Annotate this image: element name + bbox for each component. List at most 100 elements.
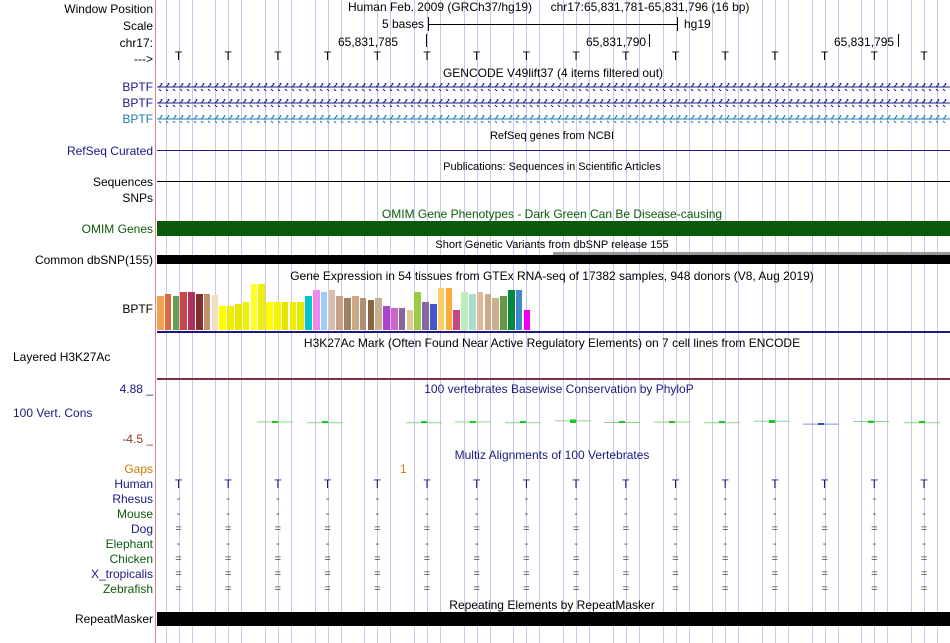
- gtex-tissue-bar[interactable]: [157, 296, 164, 330]
- gtex-tissue-bar[interactable]: [445, 288, 453, 330]
- phylop-score-bar[interactable]: [520, 421, 526, 423]
- gencode-bptf-label-3[interactable]: BPTF: [122, 112, 153, 126]
- gtex-tissue-bar[interactable]: [274, 302, 281, 330]
- repeatmasker-element-bar[interactable]: [157, 612, 950, 626]
- species-label-chicken[interactable]: Chicken: [109, 552, 153, 566]
- gtex-tissue-bar[interactable]: [383, 306, 390, 330]
- gtex-tissue-bar[interactable]: [469, 294, 476, 330]
- gtex-tissue-bar[interactable]: [523, 310, 531, 330]
- phylop-score-bar[interactable]: [719, 421, 725, 423]
- gtex-tissue-bar[interactable]: [297, 302, 304, 330]
- gtex-tissue-bar[interactable]: [250, 284, 258, 330]
- gtex-tissue-bar[interactable]: [219, 306, 226, 330]
- phylop-score-bar[interactable]: [669, 421, 675, 423]
- refseq-gene-line[interactable]: [157, 150, 950, 151]
- phylop-score-bar[interactable]: [322, 421, 328, 423]
- bptf-transcript-1[interactable]: [157, 83, 950, 91]
- gtex-tissue-bar[interactable]: [164, 294, 172, 330]
- gtex-tissue-bar[interactable]: [398, 308, 406, 330]
- gtex-tissue-bar[interactable]: [437, 288, 445, 330]
- species-label-elephant[interactable]: Elephant: [105, 537, 153, 551]
- phylop-conservation-plot[interactable]: [157, 396, 950, 446]
- phylop-score-bar[interactable]: [570, 419, 576, 423]
- gtex-tissue-bar[interactable]: [492, 298, 499, 330]
- gtex-tissue-bar[interactable]: [391, 308, 398, 330]
- phylop-score-bar[interactable]: [470, 421, 476, 423]
- gtex-tissue-bar[interactable]: [203, 294, 211, 330]
- gtex-tissue-bar[interactable]: [453, 310, 460, 330]
- phylop-score-bar[interactable]: [868, 420, 874, 423]
- gtex-tissue-bar[interactable]: [515, 290, 523, 330]
- gtex-tissue-bar[interactable]: [235, 304, 242, 330]
- species-label-zebrafish[interactable]: Zebrafish: [102, 582, 153, 596]
- gtex-tissue-bar[interactable]: [196, 294, 203, 330]
- gaps-label[interactable]: Gaps: [124, 462, 153, 476]
- bptf-transcript-3[interactable]: [157, 115, 950, 123]
- gtex-tissue-bar[interactable]: [344, 298, 351, 330]
- gtex-tissue-bar[interactable]: [484, 294, 492, 330]
- vert-cons-track-label[interactable]: 100 Vert. Cons: [13, 406, 93, 420]
- gtex-tissue-bar[interactable]: [328, 290, 336, 330]
- bptf-transcript-2[interactable]: [157, 99, 950, 107]
- gtex-tissue-bar[interactable]: [375, 298, 382, 330]
- publications-track-title: Publications: Sequences in Scientific Ar…: [443, 161, 661, 173]
- phylop-score-bar[interactable]: [919, 421, 925, 423]
- h3k27ac-signal-line[interactable]: [157, 378, 950, 380]
- gtex-tissue-bar[interactable]: [289, 302, 297, 330]
- gtex-tissue-bar[interactable]: [266, 302, 273, 330]
- species-label-rhesus[interactable]: Rhesus: [112, 492, 153, 506]
- repeatmasker-track-label[interactable]: RepeatMasker: [74, 612, 153, 626]
- gtex-tissue-bar[interactable]: [359, 298, 367, 330]
- gtex-tissue-bar[interactable]: [461, 292, 468, 330]
- phylop-score-bar[interactable]: [272, 421, 278, 423]
- gtex-tissue-bar[interactable]: [406, 310, 414, 330]
- species-label-dog[interactable]: Dog: [130, 522, 153, 536]
- species-label-x-tropicalis[interactable]: X_tropicalis: [90, 567, 153, 581]
- alignment-char-zebrafish: =: [572, 583, 580, 595]
- publications-line[interactable]: [157, 181, 950, 182]
- gtex-tissue-bar[interactable]: [320, 292, 328, 330]
- omim-track-label[interactable]: OMIM Genes: [81, 222, 153, 236]
- gtex-tissue-bar[interactable]: [508, 290, 515, 330]
- alignment-char-zebrafish: =: [622, 583, 630, 595]
- track-area[interactable]: Human Feb. 2009 (GRCh37/hg19) chr17:65,8…: [157, 0, 950, 643]
- gtex-tissue-bar[interactable]: [227, 306, 234, 330]
- h3k27ac-track-label[interactable]: Layered H3K27Ac: [13, 350, 111, 364]
- species-label-human[interactable]: Human: [114, 477, 153, 491]
- gtex-tissue-bar[interactable]: [180, 292, 187, 330]
- grid-line: [712, 0, 713, 643]
- gencode-transcripts[interactable]: [157, 80, 950, 126]
- gtex-tissue-bar[interactable]: [188, 292, 195, 330]
- gtex-tissue-bar[interactable]: [305, 296, 312, 330]
- gtex-gene-label[interactable]: BPTF: [122, 302, 153, 316]
- omim-phenotype-bar[interactable]: [157, 221, 950, 236]
- refseq-track-label[interactable]: RefSeq Curated: [66, 144, 153, 158]
- phylop-score-bar[interactable]: [421, 421, 427, 423]
- gtex-expression-bars[interactable]: [157, 284, 950, 330]
- gtex-tissue-bar[interactable]: [476, 292, 484, 330]
- gtex-tissue-bar[interactable]: [352, 296, 359, 330]
- gtex-tissue-bar[interactable]: [281, 302, 289, 330]
- gtex-tissue-bar[interactable]: [336, 296, 343, 330]
- species-label-mouse[interactable]: Mouse: [116, 507, 153, 521]
- sequences-track-label[interactable]: Sequences: [92, 175, 153, 189]
- dbsnp-track-label[interactable]: Common dbSNP(155): [34, 253, 153, 267]
- gtex-tissue-bar[interactable]: [367, 300, 375, 330]
- gtex-tissue-bar[interactable]: [313, 290, 320, 330]
- gencode-bptf-label-2[interactable]: BPTF: [122, 96, 153, 110]
- phylop-score-bar[interactable]: [818, 423, 824, 425]
- dbsnp-variant-black[interactable]: [157, 255, 950, 264]
- gtex-tissue-bar[interactable]: [172, 296, 180, 330]
- gtex-tissue-bar[interactable]: [422, 302, 429, 330]
- gtex-tissue-bar[interactable]: [414, 292, 421, 330]
- phylop-score-bar[interactable]: [769, 420, 775, 423]
- gtex-tissue-bar[interactable]: [430, 304, 437, 330]
- gtex-tissue-bar[interactable]: [500, 296, 507, 330]
- gencode-bptf-label-1[interactable]: BPTF: [122, 80, 153, 94]
- gtex-tissue-bar[interactable]: [258, 284, 265, 330]
- gtex-tissue-bar[interactable]: [211, 295, 219, 330]
- gtex-tissue-bar[interactable]: [242, 302, 250, 330]
- alignment-char-rhesus: -: [922, 493, 926, 505]
- phylop-score-bar[interactable]: [619, 421, 625, 423]
- snps-track-label[interactable]: SNPs: [122, 191, 153, 205]
